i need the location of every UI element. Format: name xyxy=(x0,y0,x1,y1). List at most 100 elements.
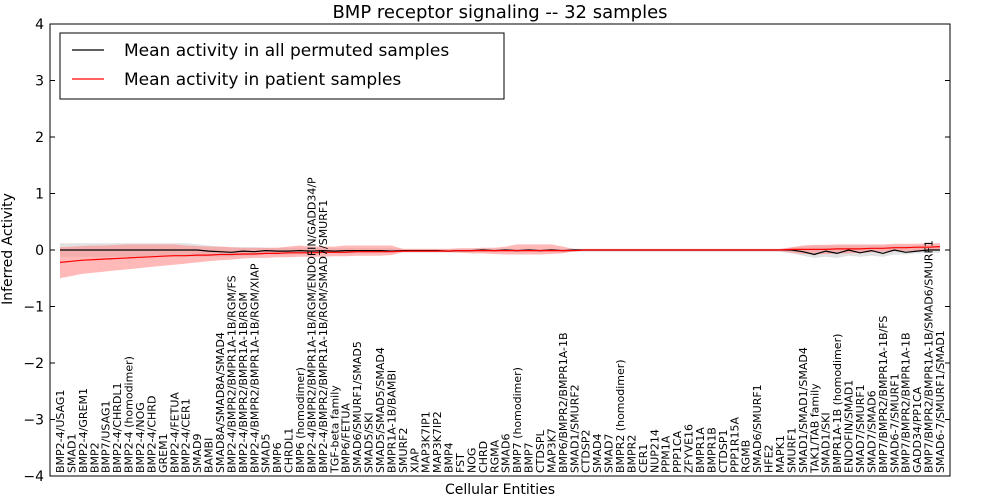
x-tick-label: CTDSP1 xyxy=(717,430,730,473)
x-tick-label: MAP3K7IP1 xyxy=(420,411,433,473)
series-line-patient xyxy=(59,246,941,263)
x-tick-label: ENDOFIN/SMAD1 xyxy=(843,380,856,473)
x-tick-label: BMP2-4/FETUA xyxy=(168,392,181,473)
x-tick-label: NUP214 xyxy=(648,429,661,473)
x-tick-label: SMAD6/SMURF1/SMAD5 xyxy=(351,341,364,473)
x-tick-label: CHRD xyxy=(477,441,490,473)
x-tick-label: SMAD1/SMAD1/SMAD4 xyxy=(797,347,810,473)
x-tick-label: BMP6 (homodimer) xyxy=(294,367,307,473)
x-tick-label: RGMA xyxy=(488,439,501,473)
band-patient xyxy=(60,243,940,279)
x-tick-label: BMP2 xyxy=(88,442,101,473)
x-tick-label: GREM1 xyxy=(157,433,170,473)
legend-label-patient: Mean activity in patient samples xyxy=(124,70,401,90)
y-tick-label: 1 xyxy=(35,187,44,203)
x-tick-label: SMURF1 xyxy=(785,428,798,474)
x-tick-label: BMPR1B xyxy=(705,427,718,473)
x-tick-label: SMAD5/SMAD5/SMAD4 xyxy=(374,347,387,473)
x-tick-label: SMAD6/SMURF1 xyxy=(751,384,764,473)
chart-title: BMP receptor signaling -- 32 samples xyxy=(332,2,667,23)
y-axis-label: Inferred Activity xyxy=(0,193,16,305)
x-tick-label: BAMBI xyxy=(203,438,216,473)
x-tick-label: PPM1A xyxy=(660,435,673,473)
x-tick-label: SMAD7/SMAD6 xyxy=(865,390,878,473)
x-tick-label: BMPR2 (homodimer) xyxy=(614,359,627,473)
x-tick-label: BMP7/BMPR2/BMPR1A-1B/SMAD6/SMURF1 xyxy=(923,240,936,473)
x-tick-label: BMP2-4 (homodimer) xyxy=(123,356,136,473)
x-tick-label: TGF-beta family xyxy=(328,385,341,474)
x-tick-label: SMAD4 xyxy=(591,434,604,473)
x-tick-label: BMP7 xyxy=(523,442,536,473)
x-tick-label: GADD34/PP1CA xyxy=(911,386,924,473)
x-tick-label: MAPK1 xyxy=(774,435,787,473)
x-tick-label: BMP2-4/BMPR2/BMPR1A-1B/RGM/FS xyxy=(225,275,238,473)
x-tick-label: BMP6/BMPR2/BMPR1A-1B xyxy=(557,332,570,473)
x-tick-label: BMP2-4/BMPR2/BMPR1A-1B/RGM/SMAD7/SMURF1 xyxy=(317,200,330,473)
x-tick-label: BMPR1A-1B (homodimer) xyxy=(831,334,844,473)
x-tick-label: CHRDL1 xyxy=(283,428,296,473)
x-tick-label: CER1 xyxy=(637,444,650,473)
y-tick-label: 4 xyxy=(35,17,44,33)
x-tick-label: BMP2-4/USAG1 xyxy=(54,390,67,473)
x-tick-label: BMPR1A-1B/BAMBI xyxy=(385,370,398,473)
x-tick-label: SMAD5 xyxy=(260,434,273,473)
y-tick-label: −4 xyxy=(23,469,44,485)
y-tick-label: 3 xyxy=(35,74,44,90)
x-tick-label: SMAD6-7/SMURF1 xyxy=(888,373,901,473)
y-tick-label: −2 xyxy=(23,356,44,372)
x-tick-label: BMPR1A xyxy=(694,427,707,473)
x-tick-label: PPP1CA xyxy=(671,430,684,473)
x-tick-label: HFE2 xyxy=(763,444,776,473)
x-tick-label: SMAD1/SKI xyxy=(820,412,833,473)
x-tick-label: SMAD1/SMURF2 xyxy=(568,384,581,473)
y-tick-label: −3 xyxy=(23,413,44,429)
y-tick-label: −1 xyxy=(23,300,44,316)
x-tick-label: BMP2-4/BMPR2/BMPR1A-1B/RGM/ENDOFIN/GADD3… xyxy=(305,177,318,473)
x-tick-label: TAK1/TAB family xyxy=(808,383,821,474)
y-tick-label: 0 xyxy=(35,243,44,259)
x-tick-label: SMAD8A/SMAD8A/SMAD4 xyxy=(214,332,227,473)
x-tick-label: BMP6/FETUA xyxy=(340,403,353,473)
x-tick-label: SMAD5/SKI xyxy=(363,412,376,473)
x-tick-label: BMP7/BMPR2/BMPR1A-1B xyxy=(900,332,913,473)
x-tick-label: BMP2-4/BMPR2/BMPR1A-1B/RGM/XIAP xyxy=(248,263,261,473)
x-tick-label: XIAP xyxy=(408,448,421,473)
x-tick-label: BMP7/BMPR2/BMPR1A-1B/FS xyxy=(877,316,890,473)
x-tick-label: BMP2-4/CHRDL1 xyxy=(111,382,124,473)
x-tick-label: SMAD9 xyxy=(191,434,204,473)
x-tick-label: SMAD7 xyxy=(603,434,616,473)
x-tick-label: CTDSP2 xyxy=(580,430,593,473)
x-tick-label: RGMB xyxy=(740,440,753,473)
y-tick-label: 2 xyxy=(35,130,44,146)
x-tick-label: FST xyxy=(454,453,467,473)
x-tick-label: BMP2-4/CER1 xyxy=(180,398,193,473)
x-axis-label: Cellular Entities xyxy=(445,482,555,498)
x-tick-label: ZFYVE16 xyxy=(683,424,696,473)
legend: Mean activity in all permuted samples Me… xyxy=(59,32,505,100)
x-tick-label: BMP2-4/BMPR2/BMPR1A-1B/RGM xyxy=(237,292,250,473)
x-tick-label: BMP4 xyxy=(443,442,456,473)
x-tick-labels: BMP2-4/USAG1SMAD1BMP2-4/GREM1BMP2BMP7/US… xyxy=(54,177,947,474)
y-ticks: −4 −3 −2 −1 0 1 2 3 4 xyxy=(23,17,950,485)
x-tick-label: BMP7/USAG1 xyxy=(100,401,113,473)
plot-area xyxy=(59,243,941,279)
x-tick-label: SMAD1 xyxy=(65,434,78,473)
x-tick-label: SMAD6-7/SMURF1/SMAD1 xyxy=(934,330,947,473)
legend-box xyxy=(59,32,505,100)
x-tick-label: NOG xyxy=(465,448,478,473)
x-tick-label: BMP7 (homodimer) xyxy=(511,367,524,473)
legend-label-permuted: Mean activity in all permuted samples xyxy=(124,41,449,61)
x-tick-label: SMAD6 xyxy=(500,434,513,473)
x-tick-label: BMP2-4/CHRD xyxy=(145,396,158,473)
x-tick-label: CTDSPL xyxy=(534,430,547,473)
x-tick-label: MAP3K7IP2 xyxy=(431,411,444,473)
x-tick-label: BMP6 xyxy=(271,442,284,473)
x-tick-label: MAP3K7 xyxy=(545,428,558,473)
x-tick-label: PPP1R15A xyxy=(728,416,741,473)
x-tick-label: BMP2-4/GREM1 xyxy=(77,388,90,473)
x-tick-label: BMP2-4/NOG xyxy=(134,402,147,473)
x-tick-label: BMPR2 xyxy=(625,435,638,473)
x-tick-label: SMURF2 xyxy=(397,428,410,474)
x-tick-label: SMAD7/SMURF1 xyxy=(854,384,867,473)
